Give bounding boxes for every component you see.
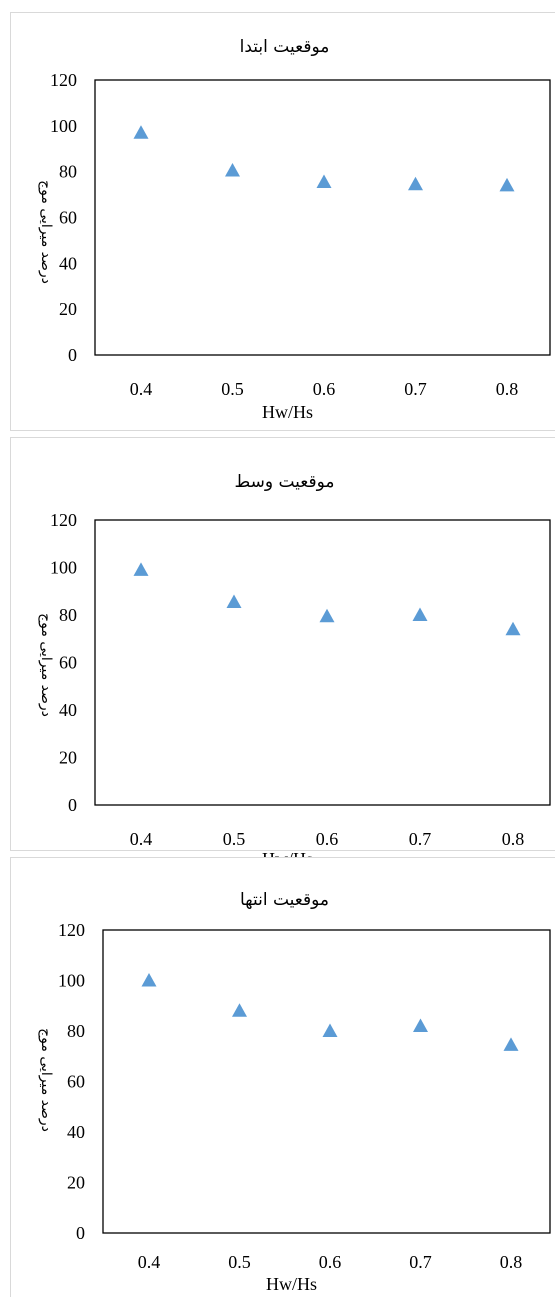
chart-3-point-3 [413,1018,428,1032]
chart-2-x-tick-label-0: 0.4 [130,829,153,849]
chart-1-y-tick-label-5: 100 [50,116,77,136]
chart-1-y-tick-label-2: 40 [59,253,77,273]
chart-2-x-tick-label-3: 0.7 [409,829,432,849]
chart-1-y-tick-label-0: 0 [68,345,77,365]
chart-3-x-axis-label: Hw/Hs [266,1274,317,1294]
chart-3-y-tick-label-0: 0 [76,1223,85,1243]
chart-2-x-tick-label-4: 0.8 [502,829,525,849]
chart-1-x-tick-label-4: 0.8 [496,379,519,399]
chart-1-y-tick-label-3: 60 [59,208,77,228]
chart-2-point-1 [226,594,242,608]
chart-2-title: موقعیت وسط [234,472,334,492]
chart-3-y-tick-label-5: 100 [58,971,85,991]
chart-2-point-2 [319,608,335,623]
chart-1-point-2 [316,174,332,188]
chart-3-x-tick-label-1: 0.5 [228,1252,251,1272]
chart-3-point-0 [141,973,157,987]
chart-3-point-1 [232,1003,247,1017]
chart-1-panel-border [10,12,555,431]
chart-3-point-2 [322,1023,338,1037]
chart-3-title: موقعیت انتها [240,890,329,910]
chart-2-y-tick-label-5: 100 [50,558,77,578]
chart-1-y-axis-label: درصد میرایی موج [38,180,54,284]
chart-2-y-axis-label: درصد میرایی موج [38,613,54,717]
chart-2-y-tick-label-2: 40 [59,700,77,720]
chart-3-point-4 [503,1037,519,1051]
chart-2-x-tick-label-1: 0.5 [223,829,246,849]
chart-2-y-tick-label-3: 60 [59,653,77,673]
chart-3-y-tick-label-2: 40 [67,1122,85,1142]
chart-1-point-1 [225,163,240,177]
chart-3-y-axis-label: درصد میرایی موج [38,1028,54,1132]
chart-3-panel-border [10,857,555,1297]
chart-2-x-tick-label-2: 0.6 [316,829,339,849]
chart-2-y-tick-label-0: 0 [68,795,77,815]
chart-1-point-0 [133,125,149,139]
chart-1-plot-frame [94,79,551,356]
chart-1-title: موقعیت ابتدا [240,37,330,57]
chart-3-x-tick-label-2: 0.6 [319,1252,342,1272]
chart-2-y-tick-label-4: 80 [59,605,77,625]
chart-1-y-tick-label-6: 120 [50,70,77,90]
chart-3-y-tick-label-6: 120 [58,920,85,940]
chart-1-x-tick-label-3: 0.7 [404,379,427,399]
chart-3-y-tick-label-4: 80 [67,1021,85,1041]
chart-3-x-tick-label-3: 0.7 [409,1252,432,1272]
chart-2-plot-frame [94,519,551,806]
chart-1-point-4 [499,177,515,192]
chart-1-point-3 [408,176,423,191]
chart-3-plot-frame [102,929,551,1234]
chart-3-x-tick-label-4: 0.8 [500,1252,523,1272]
chart-1-x-tick-label-2: 0.6 [313,379,336,399]
chart-2-point-0 [133,562,149,576]
chart-3-x-tick-label-0: 0.4 [138,1252,161,1272]
chart-2-y-tick-label-6: 120 [50,510,77,530]
chart-2-panel-border [10,437,555,851]
chart-1-x-tick-label-0: 0.4 [130,379,153,399]
chart-2-point-4 [505,621,521,636]
chart-3-y-tick-label-1: 20 [67,1173,85,1193]
chart-3-y-tick-label-3: 60 [67,1072,85,1092]
chart-1-x-axis-label: Hw/Hs [262,402,313,422]
chart-2-y-tick-label-1: 20 [59,748,77,768]
chart-2-point-3 [412,607,428,621]
chart-1-y-tick-label-4: 80 [59,162,77,182]
chart-1-x-tick-label-1: 0.5 [221,379,244,399]
chart-1-y-tick-label-1: 20 [59,299,77,319]
